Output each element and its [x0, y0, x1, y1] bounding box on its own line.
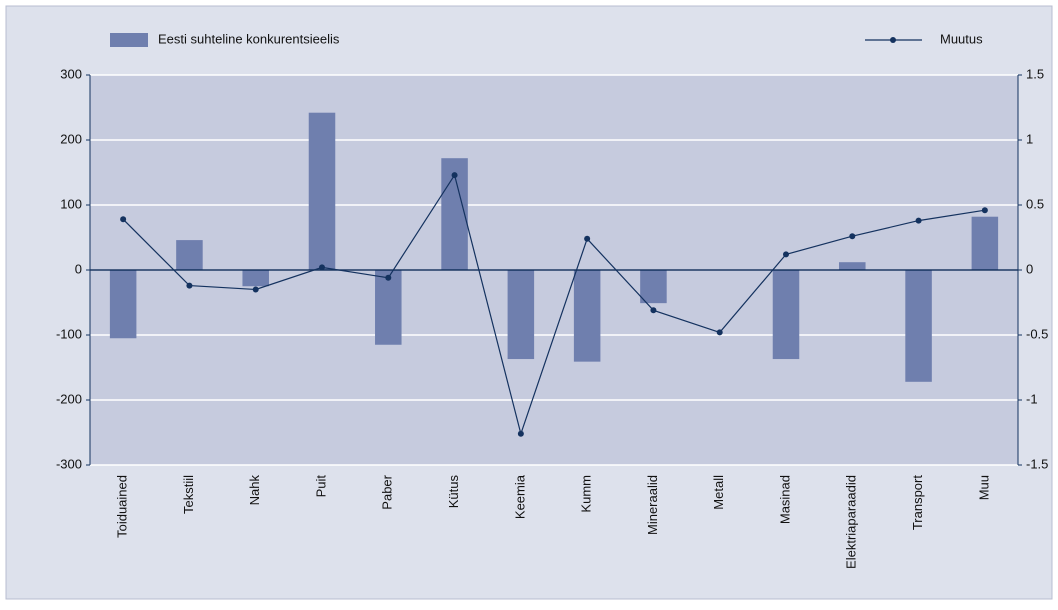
x-tick-label: Tekstiil: [181, 475, 196, 514]
line-point: [716, 329, 723, 336]
line-point: [849, 233, 856, 240]
bar: [905, 270, 932, 382]
legend-label: Muutus: [940, 31, 983, 46]
y2-tick-label: 0.5: [1026, 196, 1044, 211]
x-tick-label: Muu: [976, 475, 991, 500]
line-point: [451, 172, 458, 179]
x-tick-label: Masinad: [777, 475, 792, 524]
x-tick-label: Transport: [910, 475, 925, 531]
legend-marker: [890, 37, 896, 43]
bar: [772, 270, 800, 360]
y2-tick-label: -0.5: [1026, 326, 1048, 341]
line-point: [385, 274, 392, 281]
line-point: [517, 430, 524, 437]
x-tick-label: Elektriaparaadid: [844, 475, 859, 569]
y-tick-label: -100: [56, 326, 82, 341]
y-tick-label: 200: [60, 131, 82, 146]
bar: [375, 270, 402, 345]
bar: [573, 270, 601, 362]
bar: [507, 270, 535, 360]
line: [122, 173, 985, 436]
y2-tick-label: -1.5: [1026, 456, 1048, 471]
y2-tick-label: 0: [1026, 261, 1033, 276]
x-tick-label: Toiduained: [115, 475, 130, 538]
bar: [839, 262, 866, 270]
y2-tick-label: 1: [1026, 131, 1033, 146]
line-point: [120, 216, 127, 223]
bar: [640, 270, 667, 304]
x-tick-label: Keemia: [512, 474, 527, 519]
y-tick-label: -300: [56, 456, 82, 471]
x-tick-label: Puit: [313, 475, 328, 498]
x-tick-label: Mineraalid: [645, 475, 660, 535]
bar: [308, 112, 336, 270]
legend-label: Eesti suhteline konkurentsieelis: [158, 31, 340, 46]
line-point: [186, 282, 193, 289]
line-point: [584, 235, 591, 242]
x-tick-label: Kütus: [446, 475, 461, 509]
x-tick-label: Paber: [380, 474, 395, 509]
y-tick-label: -200: [56, 391, 82, 406]
bar: [971, 216, 999, 270]
bar: [109, 270, 137, 339]
bar: [242, 270, 269, 287]
line-point: [252, 286, 259, 293]
line-point: [981, 207, 988, 214]
line-point: [783, 251, 789, 258]
x-tick-label: Kumm: [579, 475, 594, 513]
line-point: [319, 264, 325, 271]
y-tick-label: 300: [60, 66, 82, 81]
x-tick-label: Nahk: [247, 475, 262, 506]
line-point: [650, 307, 657, 314]
legend-swatch: [110, 33, 148, 47]
x-tick-label: Metall: [711, 475, 726, 510]
bar: [176, 240, 203, 270]
y2-tick-label: -1: [1026, 391, 1038, 406]
y-tick-label: 100: [60, 196, 82, 211]
y2-tick-label: 1.5: [1026, 66, 1044, 81]
line-point: [915, 217, 922, 224]
y-tick-label: 0: [75, 261, 82, 276]
